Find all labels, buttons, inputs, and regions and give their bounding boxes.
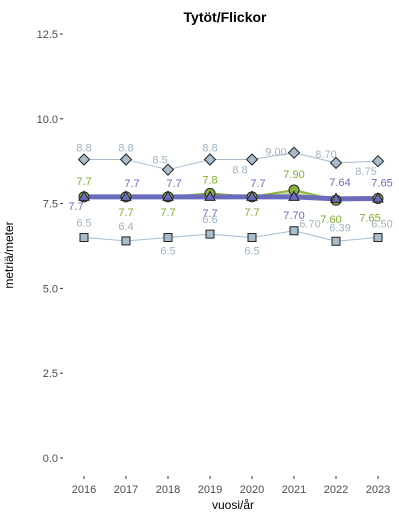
y-tick-label: 7.5: [43, 199, 58, 211]
x-tick-label: 2019: [198, 484, 222, 496]
diamond-marker: [119, 153, 133, 166]
square-marker: [79, 233, 89, 243]
y-tick-label: 12.5: [37, 29, 58, 41]
data-label-square: 6.5: [160, 246, 175, 258]
y-tick-label: 5.0: [43, 283, 58, 295]
x-axis: 2016 2017 2018 2019 2020 2021 2022 2023: [72, 476, 390, 496]
data-label-square: 6.6: [202, 214, 217, 226]
series-line-triangle: [84, 194, 379, 202]
data-label-square: 6.70: [299, 219, 320, 231]
chart-title: Tytöt/Flickor: [184, 9, 268, 25]
triangle-marker: [162, 190, 174, 201]
y-axis-title: metriä/meter: [2, 221, 16, 288]
data-label-square: 6.4: [118, 221, 133, 233]
data-label-diamond: 9.00: [265, 147, 286, 159]
data-label-diamond: 8.8: [76, 143, 91, 155]
data-label-square: 6.39: [329, 222, 350, 234]
data-label-triangle: 7.7: [250, 178, 265, 190]
triangle-marker: [372, 191, 384, 203]
diamond-marker: [245, 153, 259, 166]
x-tick-label: 2016: [72, 484, 96, 496]
x-tick-label: 2022: [324, 484, 348, 496]
x-tick-label: 2017: [114, 484, 138, 496]
data-label-square: 6.5: [244, 246, 259, 258]
series-markers: [77, 146, 385, 246]
data-label-triangle: 7.7: [124, 178, 139, 190]
data-label-diamond: 8.8: [118, 143, 133, 155]
data-label-circle: 7.65: [359, 213, 380, 225]
square-marker: [247, 233, 257, 243]
series-line-diamond: [84, 152, 379, 171]
diamond-marker: [371, 154, 385, 168]
data-label-square: 6.50: [371, 219, 392, 231]
y-tick-label: 2.5: [43, 368, 58, 380]
triangle-marker: [246, 190, 258, 201]
data-label-diamond: 8.70: [315, 149, 336, 161]
y-tick-label: 10.0: [37, 114, 58, 126]
square-marker: [373, 233, 383, 243]
data-label-circle: 7.90: [283, 169, 304, 181]
series-lines: [83, 152, 379, 242]
data-label-circle: 7.7: [76, 176, 91, 188]
series-line-square: [83, 230, 379, 242]
triangle-marker: [330, 192, 342, 203]
diamond-marker: [203, 153, 217, 166]
diamond-marker: [287, 146, 301, 159]
y-tick-label: 0.0: [43, 453, 58, 465]
triangle-marker: [204, 190, 216, 201]
data-label-triangle: 7.70: [283, 210, 304, 222]
data-labels: 8.8 8.8 8.5 8.8 8.8 9.00 8.70 8.75 7.7 7.7 7.7 7.8 7…: [68, 143, 392, 258]
triangle-marker: [78, 190, 90, 201]
x-axis-title: vuosi/år: [212, 498, 254, 512]
data-label-square: 6.5: [76, 218, 91, 230]
data-label-triangle: 7.65: [371, 178, 392, 190]
data-label-diamond: 8.8: [232, 165, 247, 177]
triangle-marker: [120, 190, 132, 201]
data-label-diamond: 8.8: [202, 143, 217, 155]
x-tick-label: 2020: [240, 484, 264, 496]
triangle-marker: [288, 190, 300, 201]
data-label-circle: 7.8: [202, 174, 217, 186]
data-label-triangle: 7.64: [329, 177, 350, 189]
data-label-triangle: 7.7: [68, 201, 83, 213]
y-axis: 0.0 2.5 5.0 7.5 10.0 12.5: [37, 29, 63, 465]
data-label-triangle: 7.7: [202, 208, 217, 220]
square-marker: [289, 226, 299, 236]
data-label-circle: 7.60: [320, 214, 341, 226]
square-marker: [205, 229, 215, 239]
diamond-marker: [161, 163, 175, 176]
diamond-marker: [77, 153, 91, 166]
data-label-circle: 7.7: [244, 207, 259, 219]
data-label-triangle: 7.7: [166, 178, 181, 190]
diamond-marker: [329, 156, 343, 170]
square-marker: [331, 236, 341, 246]
x-tick-label: 2021: [282, 484, 306, 496]
data-label-circle: 7.7: [160, 207, 175, 219]
data-label-diamond: 8.5: [152, 155, 167, 167]
x-tick-label: 2018: [156, 484, 180, 496]
data-label-diamond: 8.75: [355, 166, 376, 178]
square-marker: [163, 233, 173, 243]
square-marker: [121, 236, 131, 246]
data-label-circle: 7.7: [118, 207, 133, 219]
x-tick-label: 2023: [366, 484, 390, 496]
